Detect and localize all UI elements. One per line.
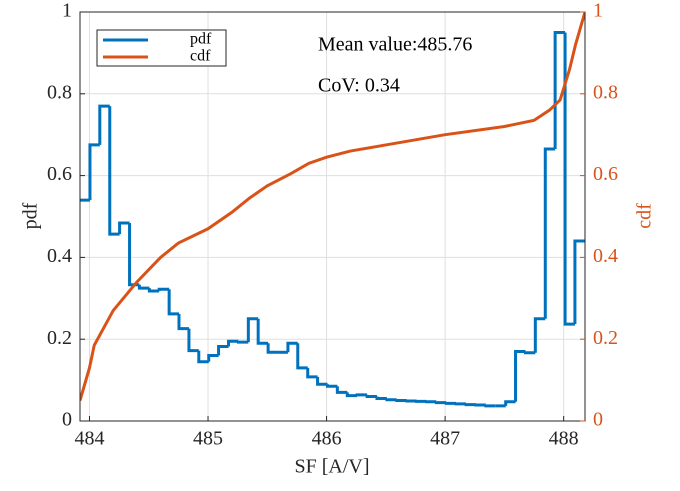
pdf-step — [375, 396, 387, 401]
y-tick-label: 0.8 — [47, 81, 72, 103]
y-tick-label: 0.2 — [47, 327, 72, 349]
pdf-step — [345, 392, 358, 398]
pdf-step — [118, 221, 130, 235]
pdf-step — [464, 403, 476, 407]
pdf-step — [227, 339, 239, 347]
y-tick-label: 0 — [62, 409, 72, 431]
pdf-step — [108, 106, 120, 236]
x-axis-label: SF [A/V] — [294, 456, 369, 478]
pdf-step — [217, 345, 229, 356]
pdf-step — [296, 343, 308, 370]
x-tick-label: 484 — [74, 428, 104, 450]
pdf-step — [523, 351, 536, 355]
pdf-step — [504, 400, 516, 406]
y2-axis-label: cdf — [634, 203, 656, 229]
pdf-step — [543, 147, 556, 319]
y2-tick-label: 0.2 — [593, 327, 618, 349]
pdf-step — [147, 288, 160, 293]
pdf-step — [563, 32, 575, 326]
pdf-step — [514, 349, 526, 402]
annotation: Mean value:485.76 — [318, 34, 472, 56]
ticks: 484 485 486 487 488 0 0.2 0.4 0.6 0.8 1 0 0.2 0.4 0.6 0… — [47, 0, 618, 450]
y2-tick-label: 1 — [593, 0, 603, 22]
pdf-step — [385, 398, 397, 402]
pdf-step — [553, 30, 566, 150]
legend-label: pdf — [190, 31, 212, 48]
legend-box — [96, 29, 227, 67]
cdf-line — [80, 12, 585, 401]
plot-area — [80, 12, 585, 421]
y-axis-label: pdf — [20, 202, 42, 229]
pdf-step — [395, 399, 407, 403]
pdf-step — [316, 376, 328, 386]
pdf-step — [197, 350, 209, 364]
pdf-step — [533, 317, 546, 353]
pdf-step — [256, 318, 269, 345]
pdf-step — [306, 367, 318, 379]
pdf-step — [236, 340, 249, 344]
pdf-step — [434, 401, 447, 405]
pdf-step — [266, 343, 278, 354]
pdf-step — [573, 239, 585, 325]
pdf-step — [444, 401, 457, 405]
y-tick-label: 1 — [62, 0, 72, 22]
annotation: CoV: 0.34 — [318, 75, 400, 97]
pdf-step — [484, 404, 496, 408]
pdf-step — [137, 284, 150, 290]
legend-label: cdf — [190, 48, 211, 65]
pdf-step — [326, 384, 338, 388]
x-tick-label: 485 — [193, 428, 223, 450]
pdf-step — [167, 289, 179, 316]
x-tick-label: 488 — [549, 428, 579, 450]
pdf-step — [157, 287, 170, 291]
marks — [80, 12, 585, 408]
pdf-step — [286, 341, 298, 353]
pdf-step — [187, 328, 199, 353]
pdf-step — [207, 354, 219, 362]
pdf-step — [246, 317, 259, 343]
y2-tick-label: 0.4 — [593, 245, 618, 267]
pdf-step — [88, 143, 100, 201]
x-tick-label: 487 — [430, 428, 460, 450]
axes-box — [79, 11, 586, 422]
y-tick-label: 0.4 — [47, 245, 72, 267]
pdf-step — [177, 313, 189, 331]
pdf-step — [98, 104, 110, 145]
y2-tick-label: 0 — [593, 409, 603, 431]
pdf-step — [335, 386, 348, 394]
pdf-step — [355, 393, 368, 397]
pdf-step — [365, 394, 377, 398]
y2-tick-label: 0.8 — [593, 81, 618, 103]
y2-tick-label: 0.6 — [593, 163, 618, 185]
x-tick-label: 486 — [312, 428, 342, 450]
y-tick-label: 0.6 — [47, 163, 72, 185]
